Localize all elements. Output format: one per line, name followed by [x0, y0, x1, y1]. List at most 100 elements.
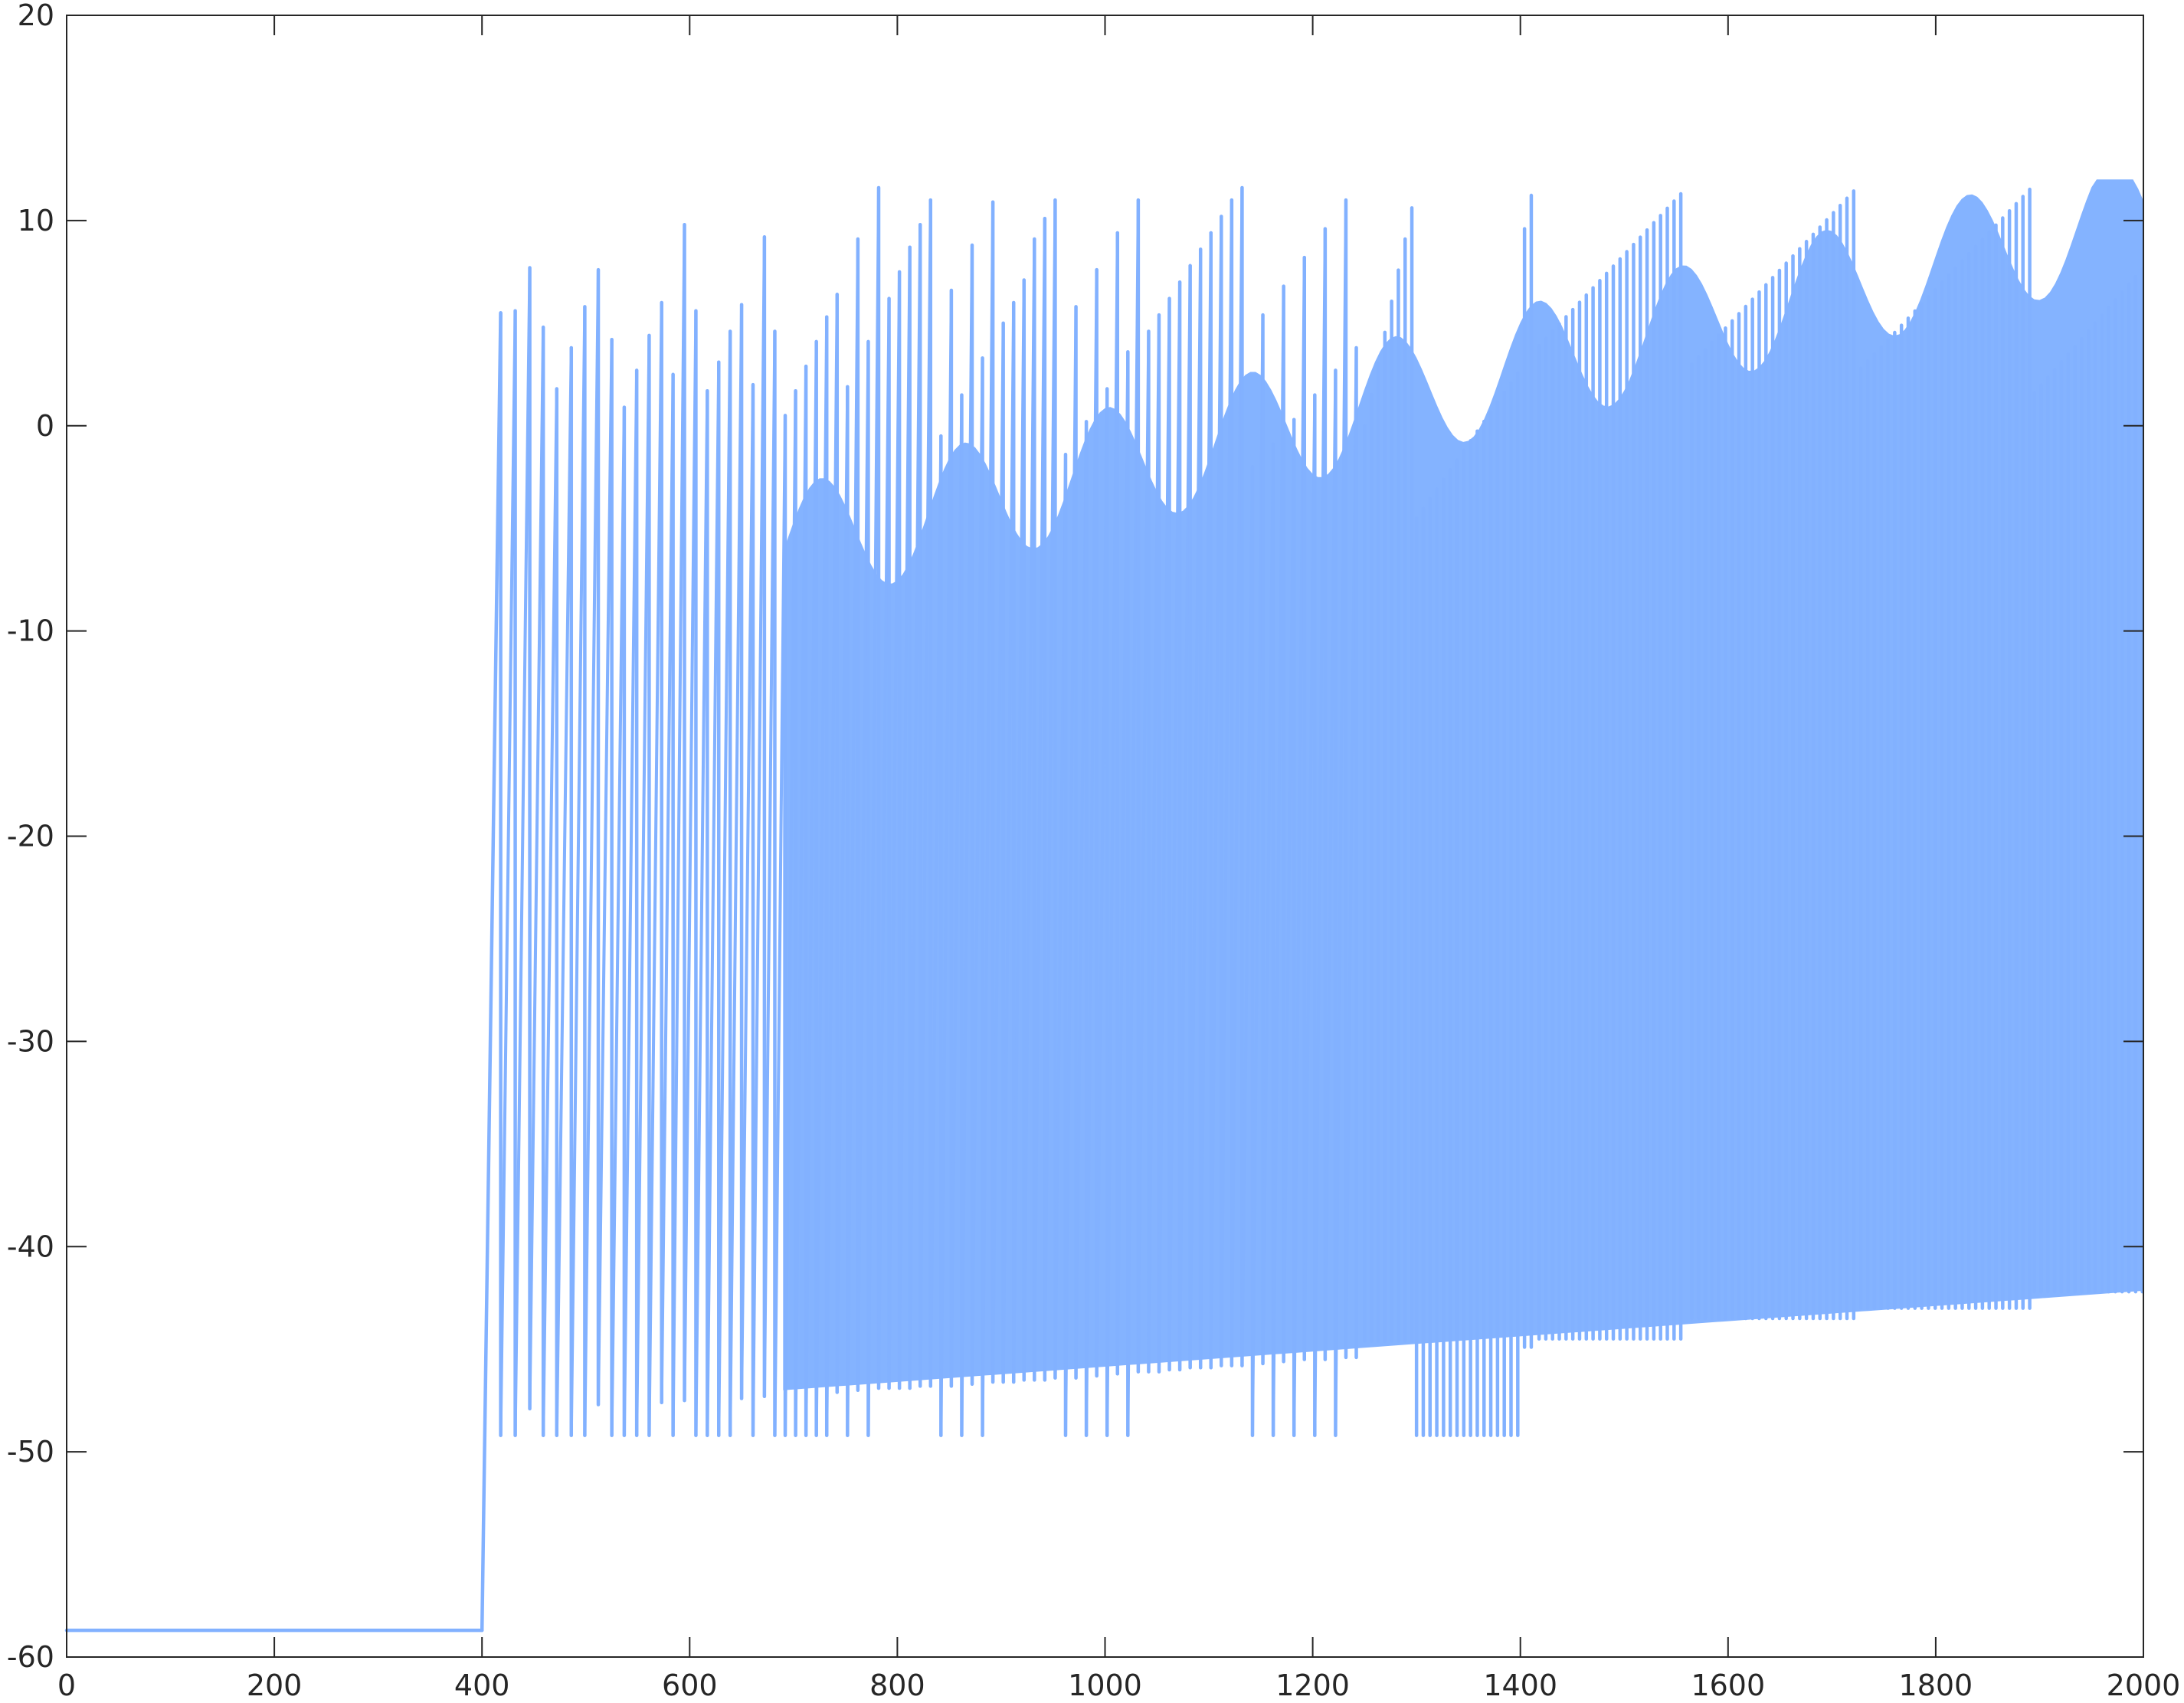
spike-ramp-30 [856, 339, 870, 1392]
spike-ramp-67 [1240, 465, 1255, 1367]
tick-labels-layer: 0 200 400 600 800 1000 1200 1400 1600 1800 2000 20 1… [7, 0, 2180, 1702]
spike-ramp-24 [794, 365, 808, 1437]
spike-ramp-46 [1022, 237, 1036, 1382]
spike-ramp-18 [729, 303, 744, 1437]
spike-ramp-25 [804, 339, 818, 1437]
spike-ramp-43 [991, 321, 1005, 1384]
spike-ramp-22 [773, 414, 787, 1437]
spike-ramp-71 [1282, 418, 1296, 1364]
x-tick-label: 600 [662, 1669, 718, 1702]
spike-ramp-20 [751, 235, 766, 1437]
spike-ramp-60 [1167, 280, 1182, 1371]
spike-ramp-39 [949, 393, 964, 1388]
spike-ramp-45 [1012, 278, 1026, 1384]
spike-ramp-34 [898, 245, 912, 1390]
spike-ramp-66 [1230, 185, 1244, 1367]
spike-ramp-64 [1209, 215, 1223, 1370]
spike-ramp-37 [928, 434, 943, 1388]
spike-ramp-38 [939, 288, 953, 1437]
spike-ramp-58 [1147, 313, 1161, 1374]
spike-ramp-47 [1033, 217, 1046, 1382]
spike-ramp-15 [694, 389, 709, 1437]
spike-ramp-16 [706, 360, 721, 1437]
y-tick-label: -60 [7, 1640, 54, 1674]
spike-ramp-8 [610, 405, 626, 1437]
x-tick-label: 800 [869, 1669, 925, 1702]
spike-ramp-52 [1085, 268, 1099, 1437]
x-tick-label: 1400 [1483, 1669, 1557, 1702]
spike-ramp-29 [846, 237, 860, 1437]
spike-ramp-56 [1126, 198, 1140, 1437]
series-onset [480, 311, 503, 1633]
x-tick-label: 0 [57, 1669, 76, 1702]
x-tick-label: 2000 [2107, 1669, 2181, 1702]
spike-ramp-42 [981, 200, 995, 1437]
spike-ramp-4 [555, 346, 573, 1437]
x-tick-label: 400 [454, 1669, 510, 1702]
spike-ramp-51 [1074, 420, 1089, 1380]
spike-ramp-44 [1001, 300, 1016, 1384]
spike-ramp-27 [825, 293, 839, 1437]
spike-ramp-48 [1043, 198, 1057, 1382]
spike-ramp-14 [683, 309, 698, 1403]
spike-ramp-10 [635, 333, 651, 1437]
x-tick-label: 1800 [1899, 1669, 1973, 1702]
spike-ramp-70 [1272, 284, 1285, 1437]
spike-ramp-50 [1063, 305, 1078, 1437]
spike-ramp-26 [814, 315, 829, 1437]
spike-ramp-17 [717, 329, 732, 1437]
spike-ramp-77 [1344, 346, 1358, 1359]
y-tick-label: 20 [18, 0, 54, 32]
spike-ramp-5 [569, 305, 587, 1437]
y-tick-label: 0 [36, 409, 54, 443]
spike-ramp-36 [918, 198, 932, 1388]
spike-ramp-13 [671, 223, 686, 1437]
spike-ramp-0 [499, 309, 517, 1437]
spike-ramp-19 [740, 383, 755, 1400]
spike-ramp-9 [622, 368, 639, 1437]
spike-ramp-63 [1199, 231, 1213, 1370]
spike-ramp-68 [1250, 313, 1265, 1437]
spike-ramp-33 [887, 270, 902, 1390]
x-tick-label: 1600 [1691, 1669, 1765, 1702]
spike-ramp-40 [960, 243, 974, 1437]
spike-ramp-32 [876, 296, 891, 1390]
spike-ramp-76 [1334, 198, 1348, 1437]
spike-ramp-73 [1302, 393, 1317, 1361]
spike-ramp-72 [1292, 256, 1306, 1437]
x-tick-label: 200 [247, 1669, 303, 1702]
spike-ramp-3 [542, 387, 558, 1437]
spike-ramp-55 [1115, 350, 1130, 1376]
y-tick-label: -30 [7, 1024, 54, 1058]
spike-ramp-11 [647, 300, 663, 1437]
spike-ramp-54 [1105, 231, 1119, 1437]
spike-ramp-74 [1313, 227, 1327, 1437]
spike-ramp-31 [866, 185, 881, 1437]
spike-ramp-61 [1178, 264, 1192, 1371]
spike-ramp-62 [1188, 247, 1203, 1370]
y-tick-label: -40 [7, 1230, 54, 1263]
spike-ramp-41 [970, 356, 984, 1386]
spike-ramp-21 [762, 329, 777, 1398]
spike-ramp-49 [1053, 453, 1068, 1380]
spike-ramp-57 [1136, 329, 1151, 1374]
y-tick-label: -20 [7, 820, 54, 853]
spike-ramp-35 [908, 223, 922, 1390]
spike-ramp-23 [783, 389, 797, 1437]
spike-ramp-53 [1095, 387, 1109, 1378]
x-tick-label: 1200 [1275, 1669, 1350, 1702]
y-tick-label: -10 [7, 614, 54, 648]
spike-ramp-2 [528, 326, 545, 1410]
spike-ramp-1 [513, 266, 532, 1437]
y-tick-label: 10 [18, 204, 54, 237]
spike-ramp-75 [1323, 368, 1338, 1361]
axes-layer [66, 15, 2144, 1658]
spike-ramp-7 [596, 338, 614, 1407]
spike-ramp-28 [835, 385, 850, 1394]
spike-ramp-6 [583, 268, 601, 1437]
spike-ramp-69 [1261, 442, 1275, 1365]
y-tick-label: -50 [7, 1435, 54, 1469]
spike-ramp-12 [660, 372, 675, 1404]
